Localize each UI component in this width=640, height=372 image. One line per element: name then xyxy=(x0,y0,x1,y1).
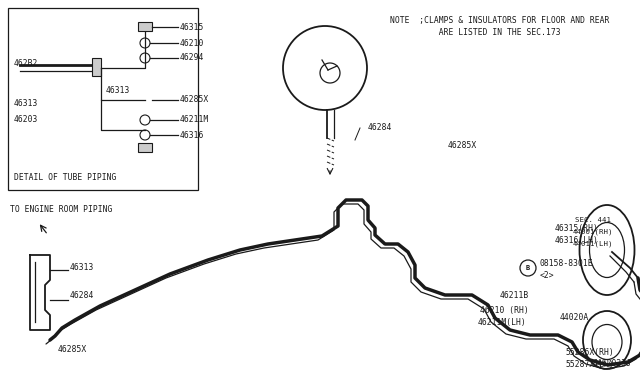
Text: 46294: 46294 xyxy=(180,54,204,62)
Text: 46313: 46313 xyxy=(70,263,94,273)
Text: 46313: 46313 xyxy=(14,99,38,108)
Text: 462B2: 462B2 xyxy=(14,58,38,67)
Text: 55286X(RH): 55286X(RH) xyxy=(565,347,614,356)
Text: ARE LISTED IN THE SEC.173: ARE LISTED IN THE SEC.173 xyxy=(390,28,561,37)
Text: 46203: 46203 xyxy=(14,115,38,125)
Text: 08158-8301E: 08158-8301E xyxy=(540,260,594,269)
Text: 46285X: 46285X xyxy=(58,346,87,355)
Text: 44001(RH): 44001(RH) xyxy=(573,229,614,235)
Text: 46284: 46284 xyxy=(368,124,392,132)
Text: 46316: 46316 xyxy=(180,131,204,140)
Text: 46316(LH): 46316(LH) xyxy=(555,235,599,244)
Text: 44011(LH): 44011(LH) xyxy=(573,241,614,247)
Text: NOTE  ;CLAMPS & INSULATORS FOR FLOOR AND REAR: NOTE ;CLAMPS & INSULATORS FOR FLOOR AND … xyxy=(390,16,609,25)
Text: J462023J: J462023J xyxy=(593,359,632,368)
Text: TO ENGINE ROOM PIPING: TO ENGINE ROOM PIPING xyxy=(10,205,113,214)
Text: 46284: 46284 xyxy=(70,291,94,299)
Bar xyxy=(92,58,101,76)
Text: 55287X(LH): 55287X(LH) xyxy=(565,359,614,369)
Text: DETAIL OF TUBE PIPING: DETAIL OF TUBE PIPING xyxy=(14,173,116,182)
Text: B: B xyxy=(526,265,530,271)
Text: 46285X: 46285X xyxy=(448,141,477,150)
Bar xyxy=(138,143,152,152)
Bar xyxy=(138,22,152,31)
Text: 46211M: 46211M xyxy=(180,115,209,125)
Text: 46210 (RH): 46210 (RH) xyxy=(480,305,529,314)
Text: 46315(RH): 46315(RH) xyxy=(555,224,599,232)
Text: 46285X: 46285X xyxy=(180,96,209,105)
Text: 46313: 46313 xyxy=(106,86,131,95)
Text: 44020A: 44020A xyxy=(560,314,589,323)
Bar xyxy=(8,8,198,190)
Text: 46211B: 46211B xyxy=(500,291,529,299)
Text: 46211M(LH): 46211M(LH) xyxy=(478,317,527,327)
Text: <2>: <2> xyxy=(540,272,555,280)
Text: SEC. 441: SEC. 441 xyxy=(575,217,611,223)
Text: 46210: 46210 xyxy=(180,38,204,48)
Text: 46315: 46315 xyxy=(180,22,204,32)
